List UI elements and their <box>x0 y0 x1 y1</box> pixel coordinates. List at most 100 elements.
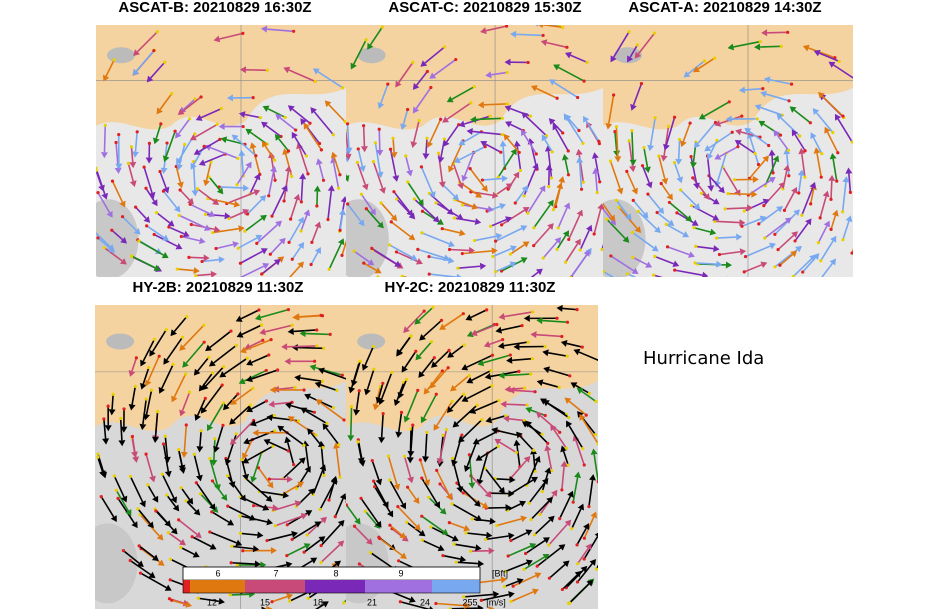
wind-head <box>680 140 687 148</box>
wind-head <box>488 606 496 609</box>
wind-head <box>136 560 144 568</box>
wind-dot <box>514 450 518 455</box>
bft-row <box>182 566 481 581</box>
wind-dot <box>346 503 348 507</box>
wind-shaft <box>185 341 205 364</box>
wind-head <box>372 403 380 411</box>
wind-dot <box>222 365 226 369</box>
wind-shaft <box>175 166 182 183</box>
wind-shaft <box>241 459 247 475</box>
wind-shaft <box>830 180 833 200</box>
wind-head <box>541 478 549 485</box>
wind-shaft <box>506 137 520 153</box>
wind-shaft <box>482 354 511 364</box>
wind-dot <box>447 348 451 352</box>
wind-shaft <box>794 222 809 242</box>
wind-shaft <box>760 45 782 48</box>
wind-shaft <box>142 338 156 362</box>
wind-dot <box>756 162 761 167</box>
wind-dot <box>491 254 495 259</box>
wind-head <box>594 532 598 537</box>
wind-head <box>776 206 784 213</box>
wind-shaft <box>725 207 748 210</box>
wind-dot <box>831 130 835 135</box>
wind-dot <box>214 246 218 251</box>
wind-dot <box>342 418 346 422</box>
wind-shaft <box>641 165 650 184</box>
wind-shaft <box>374 142 381 173</box>
wind-head <box>314 381 322 389</box>
wind-shaft <box>185 500 197 512</box>
wind-shaft <box>654 255 674 265</box>
wind-head <box>332 442 340 449</box>
wind-shaft <box>693 226 711 233</box>
wind-dot <box>286 449 290 453</box>
wind-shaft <box>388 479 404 505</box>
cb-seg <box>245 580 305 593</box>
wind-dot <box>736 145 740 149</box>
wind-head <box>282 491 290 499</box>
wind-dot <box>841 238 845 242</box>
wind-dot <box>321 445 325 450</box>
wind-dot <box>544 134 549 138</box>
wind-shaft <box>143 166 153 194</box>
wind-dot <box>102 417 106 421</box>
wind-shaft <box>722 166 738 192</box>
wind-shaft <box>481 593 510 602</box>
wind-shaft <box>215 243 234 250</box>
wind-dot <box>261 338 265 342</box>
wind-shaft <box>369 26 383 46</box>
wind-shaft <box>113 475 125 498</box>
wind-head <box>297 261 304 269</box>
wind-shaft <box>564 159 570 175</box>
wind-head <box>261 121 268 129</box>
wind-shaft <box>166 494 177 508</box>
wind-head <box>499 140 507 147</box>
wind-head <box>219 371 227 378</box>
wind-dot <box>235 183 239 187</box>
wind-shaft <box>204 153 226 164</box>
wind-shaft <box>575 440 585 466</box>
wind-dot <box>755 117 759 121</box>
wind-shaft <box>548 369 571 377</box>
wind-head <box>238 111 246 118</box>
wind-shaft <box>163 142 168 169</box>
wind-shaft <box>848 173 852 193</box>
wind-head <box>412 106 420 114</box>
wind-head <box>634 226 642 234</box>
wind-head <box>173 205 181 213</box>
wind-dot <box>613 130 617 134</box>
wind-shaft <box>540 415 561 433</box>
wind-dot <box>540 489 544 494</box>
wind-head <box>585 543 592 551</box>
wind-shaft <box>568 425 584 449</box>
wind-head <box>176 181 184 189</box>
wind-head <box>477 359 485 367</box>
wind-dot <box>103 123 107 127</box>
wind-dot <box>848 190 852 194</box>
wind-head <box>458 139 466 146</box>
wind-dot <box>245 356 249 360</box>
wind-head <box>393 483 401 491</box>
wind-head <box>464 602 471 609</box>
wind-head <box>115 163 123 170</box>
wind-shaft <box>581 418 598 445</box>
wind-dot <box>325 421 329 426</box>
wind-dot <box>287 240 291 245</box>
wind-dot <box>490 353 495 357</box>
wind-shaft <box>419 459 428 481</box>
wind-dot <box>195 187 200 191</box>
wind-shaft <box>309 396 334 409</box>
wind-head <box>776 113 784 121</box>
wind-dot <box>238 531 242 535</box>
wind-shaft <box>328 104 346 123</box>
wind-dot <box>110 228 114 232</box>
wind-dot <box>714 236 719 240</box>
wind-dot <box>149 388 154 392</box>
wind-shaft <box>677 139 681 160</box>
wind-head <box>110 515 117 523</box>
wind-dot <box>523 551 528 556</box>
wind-dot <box>405 485 410 489</box>
wind-shaft <box>463 152 475 177</box>
